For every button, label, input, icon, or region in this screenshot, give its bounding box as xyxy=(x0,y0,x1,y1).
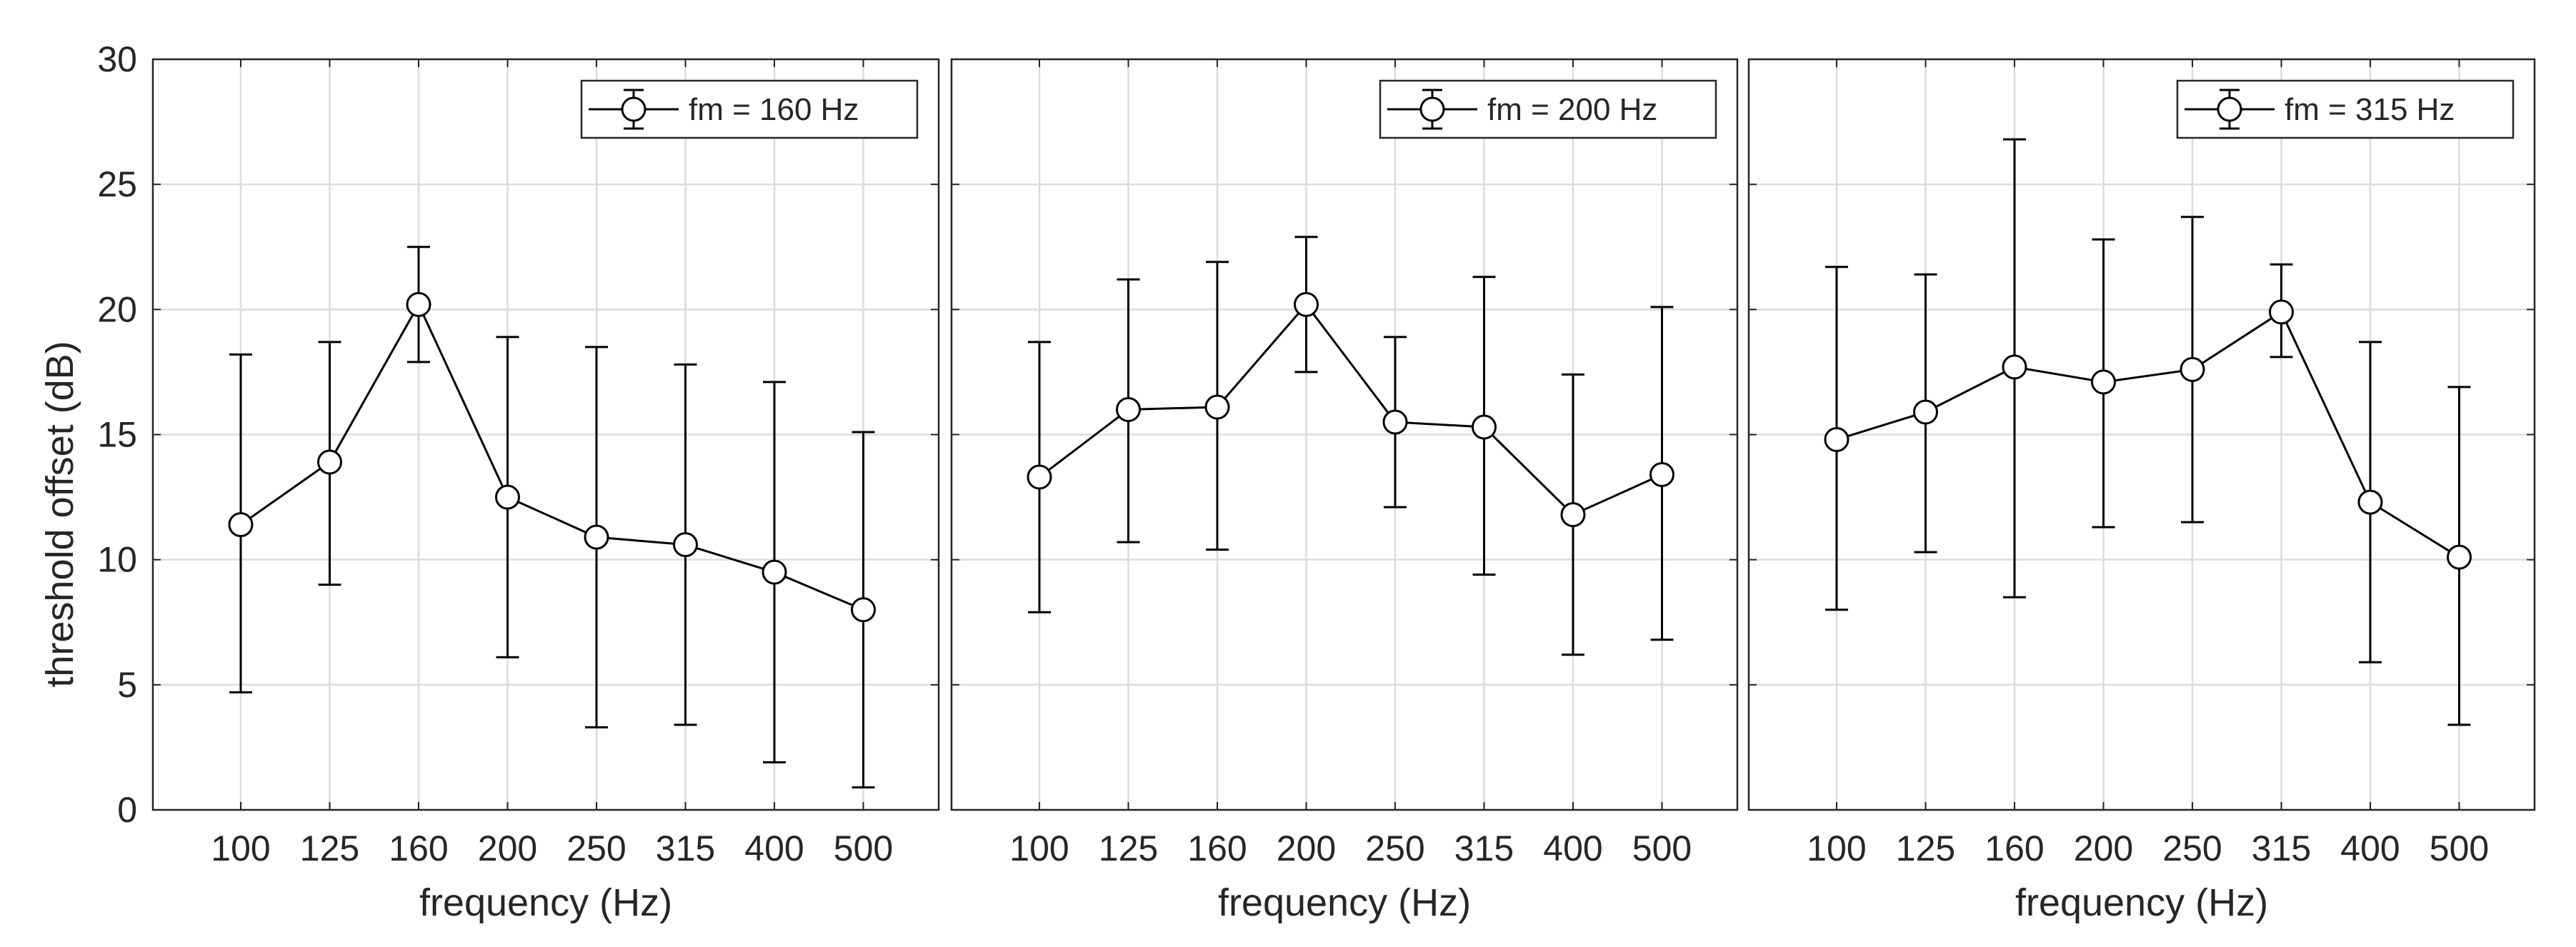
data-point xyxy=(406,291,431,317)
legend: fm = 315 Hz xyxy=(2176,79,2515,139)
x-tick-label: 315 xyxy=(656,828,715,868)
x-tick-label: 250 xyxy=(2162,828,2222,868)
x-tick-label: 315 xyxy=(2252,828,2311,868)
x-tick-label: 250 xyxy=(1365,828,1424,868)
data-point xyxy=(1824,427,1849,453)
chart-panel-2: 100 125 160 200 250 315 400 500 frequency (Hz) fm… xyxy=(950,58,1739,924)
x-tick-label: 400 xyxy=(744,828,804,868)
data-point xyxy=(1472,414,1497,440)
panels: 0 5 10 15 20 25 30 100 125 160 200 250 315 400 500 freq… xyxy=(97,39,2536,924)
legend-marker-swatch xyxy=(2217,96,2242,122)
x-tick-label: 500 xyxy=(834,828,893,868)
x-tick-label: 100 xyxy=(1009,828,1069,868)
data-point xyxy=(1294,291,1319,317)
x-axis-label: frequency (Hz) xyxy=(1218,881,1471,924)
x-axis-label: frequency (Hz) xyxy=(419,881,672,924)
data-point xyxy=(1382,409,1408,435)
x-tick-label: 200 xyxy=(2074,828,2133,868)
data-point xyxy=(495,484,520,510)
axes-box xyxy=(151,58,940,811)
data-point xyxy=(2091,369,2116,395)
x-tick-label: 400 xyxy=(1543,828,1602,868)
x-tick-label: 160 xyxy=(389,828,448,868)
data-point xyxy=(673,532,698,558)
data-point xyxy=(2269,299,2294,325)
axes-box xyxy=(950,58,1739,811)
legend: fm = 160 Hz xyxy=(580,79,919,139)
data-point xyxy=(2002,354,2027,380)
y-tick-label: 0 xyxy=(117,790,137,830)
data-point xyxy=(1560,502,1586,528)
y-tick-label: 20 xyxy=(97,289,137,329)
x-tick-label: 125 xyxy=(300,828,359,868)
data-point xyxy=(1649,462,1674,488)
x-tick-label: 125 xyxy=(1099,828,1158,868)
data-point xyxy=(1027,464,1052,490)
x-tick-label: 500 xyxy=(2430,828,2489,868)
data-point xyxy=(228,512,254,538)
data-point xyxy=(1204,394,1230,420)
data-point xyxy=(851,597,876,623)
legend-label: fm = 315 Hz xyxy=(2285,92,2455,127)
legend: fm = 200 Hz xyxy=(1379,79,1717,139)
legend-label: fm = 200 Hz xyxy=(1487,92,1657,127)
x-tick-label: 160 xyxy=(1985,828,2044,868)
axes-box xyxy=(1747,58,2536,811)
x-axis-label: frequency (Hz) xyxy=(2015,881,2268,924)
x-tick-label: 100 xyxy=(211,828,270,868)
x-tick-label: 100 xyxy=(1807,828,1866,868)
chart-panel-1: 0 5 10 15 20 25 30 100 125 160 200 250 315 400 500 freq… xyxy=(97,39,940,924)
y-axis-label: threshold offset (dB) xyxy=(39,341,81,687)
x-tick-label: 315 xyxy=(1454,828,1514,868)
y-tick-label: 25 xyxy=(97,164,137,204)
x-tick-label: 125 xyxy=(1896,828,1955,868)
data-point xyxy=(317,449,342,475)
data-point xyxy=(1913,399,1938,425)
series-line xyxy=(1039,302,1663,516)
legend-label: fm = 160 Hz xyxy=(689,92,859,127)
data-point xyxy=(2357,489,2383,515)
y-tick-label: 15 xyxy=(97,415,137,455)
chart-panel-3: 100 125 160 200 250 315 400 500 frequency (Hz) fm… xyxy=(1747,58,2536,924)
series-line xyxy=(1836,310,2460,558)
series-line xyxy=(240,302,864,611)
legend-marker-swatch xyxy=(621,96,647,122)
data-point xyxy=(762,559,787,585)
x-tick-label: 200 xyxy=(1277,828,1336,868)
x-tick-label: 160 xyxy=(1187,828,1247,868)
x-tick-label: 400 xyxy=(2340,828,2400,868)
data-point xyxy=(584,524,609,550)
x-tick-label: 200 xyxy=(478,828,537,868)
y-tick-label: 5 xyxy=(117,665,137,705)
data-point xyxy=(2447,544,2472,570)
y-tick-label: 10 xyxy=(97,540,137,580)
legend-marker-swatch xyxy=(1419,96,1445,122)
data-point xyxy=(1116,396,1141,422)
x-tick-label: 500 xyxy=(1632,828,1692,868)
y-tick-label: 30 xyxy=(97,39,137,79)
data-point xyxy=(2180,356,2205,382)
x-tick-label: 250 xyxy=(566,828,626,868)
